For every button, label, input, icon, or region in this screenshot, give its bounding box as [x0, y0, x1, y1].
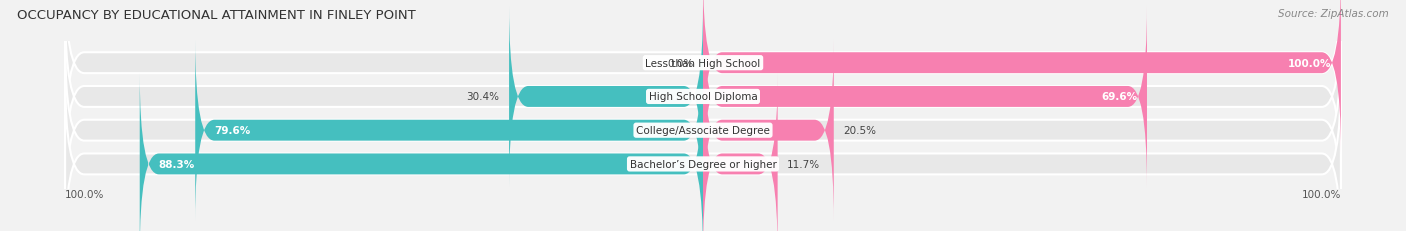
FancyBboxPatch shape: [65, 74, 1341, 231]
Text: 79.6%: 79.6%: [214, 126, 250, 136]
Text: High School Diploma: High School Diploma: [648, 92, 758, 102]
FancyBboxPatch shape: [703, 7, 1147, 187]
Text: 0.0%: 0.0%: [668, 58, 693, 68]
Text: 20.5%: 20.5%: [844, 126, 876, 136]
FancyBboxPatch shape: [703, 74, 778, 231]
Text: College/Associate Degree: College/Associate Degree: [636, 126, 770, 136]
Text: 30.4%: 30.4%: [467, 92, 499, 102]
FancyBboxPatch shape: [703, 40, 834, 221]
FancyBboxPatch shape: [65, 7, 1341, 187]
FancyBboxPatch shape: [509, 7, 703, 187]
FancyBboxPatch shape: [65, 0, 1341, 154]
Text: Less than High School: Less than High School: [645, 58, 761, 68]
FancyBboxPatch shape: [139, 74, 703, 231]
FancyBboxPatch shape: [195, 40, 703, 221]
Text: 88.3%: 88.3%: [159, 159, 195, 169]
Text: 100.0%: 100.0%: [1302, 189, 1341, 199]
Text: OCCUPANCY BY EDUCATIONAL ATTAINMENT IN FINLEY POINT: OCCUPANCY BY EDUCATIONAL ATTAINMENT IN F…: [17, 9, 416, 22]
FancyBboxPatch shape: [703, 0, 1341, 154]
Text: Source: ZipAtlas.com: Source: ZipAtlas.com: [1278, 9, 1389, 19]
Text: Bachelor’s Degree or higher: Bachelor’s Degree or higher: [630, 159, 776, 169]
FancyBboxPatch shape: [65, 40, 1341, 221]
Text: 100.0%: 100.0%: [1288, 58, 1331, 68]
Text: 11.7%: 11.7%: [787, 159, 820, 169]
Text: 69.6%: 69.6%: [1101, 92, 1137, 102]
Text: 100.0%: 100.0%: [65, 189, 104, 199]
